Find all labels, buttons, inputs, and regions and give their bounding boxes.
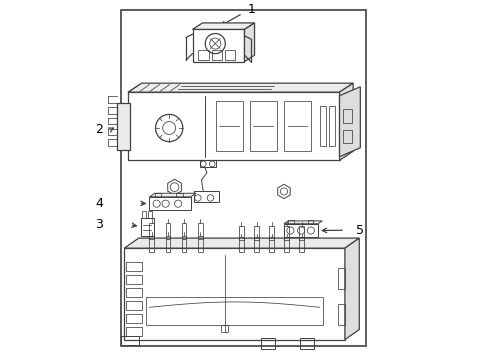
Bar <box>249 101 276 151</box>
Text: 4: 4 <box>95 197 102 210</box>
Polygon shape <box>244 23 254 62</box>
Bar <box>254 226 258 240</box>
Bar <box>165 235 170 252</box>
Bar <box>343 109 351 123</box>
Bar <box>182 223 186 239</box>
Bar <box>117 103 129 149</box>
Bar <box>319 107 325 146</box>
Bar <box>284 226 288 240</box>
Bar <box>343 130 351 143</box>
Bar <box>192 30 244 62</box>
Bar <box>212 50 222 60</box>
Bar <box>140 218 154 235</box>
Bar <box>194 192 219 202</box>
Polygon shape <box>284 221 322 224</box>
Bar <box>176 193 183 197</box>
Bar <box>121 10 366 346</box>
Bar <box>198 223 202 239</box>
Bar <box>337 268 344 289</box>
Bar <box>124 248 344 339</box>
Bar <box>126 327 142 336</box>
Bar <box>269 226 273 240</box>
Bar <box>149 223 154 239</box>
Bar <box>221 325 228 332</box>
Bar <box>126 262 142 271</box>
Polygon shape <box>124 238 359 248</box>
Bar <box>126 275 142 284</box>
Bar <box>269 237 273 252</box>
Text: 1: 1 <box>247 3 255 16</box>
Text: 5: 5 <box>355 224 363 237</box>
Bar <box>328 107 335 146</box>
Bar <box>199 160 215 167</box>
Polygon shape <box>339 87 360 157</box>
Bar <box>182 235 186 252</box>
Bar <box>284 101 310 151</box>
Bar <box>126 288 142 297</box>
Bar <box>145 297 323 325</box>
Polygon shape <box>149 193 196 197</box>
Polygon shape <box>192 23 254 30</box>
Bar <box>284 224 317 237</box>
Bar <box>300 338 314 348</box>
Bar <box>149 197 190 211</box>
Bar <box>198 235 202 252</box>
Bar <box>126 314 142 323</box>
Bar <box>148 211 152 218</box>
Bar <box>126 301 142 310</box>
Bar <box>284 237 288 252</box>
Bar <box>121 336 139 345</box>
Bar <box>224 50 234 60</box>
Polygon shape <box>339 83 352 160</box>
Polygon shape <box>344 238 359 339</box>
Bar <box>299 237 304 252</box>
Bar <box>287 220 293 224</box>
Polygon shape <box>128 83 352 92</box>
Bar <box>142 211 146 218</box>
Bar <box>299 226 304 240</box>
Bar <box>260 338 274 348</box>
Bar <box>239 237 244 252</box>
Bar <box>215 101 242 151</box>
Bar <box>155 193 161 197</box>
Bar <box>307 220 312 224</box>
Bar <box>254 237 258 252</box>
Text: 2: 2 <box>95 123 102 136</box>
Bar <box>198 50 208 60</box>
Bar <box>337 304 344 325</box>
Text: 3: 3 <box>95 218 102 231</box>
Bar <box>149 235 154 252</box>
Bar <box>128 92 339 160</box>
Bar <box>239 226 244 240</box>
Bar <box>165 223 170 239</box>
